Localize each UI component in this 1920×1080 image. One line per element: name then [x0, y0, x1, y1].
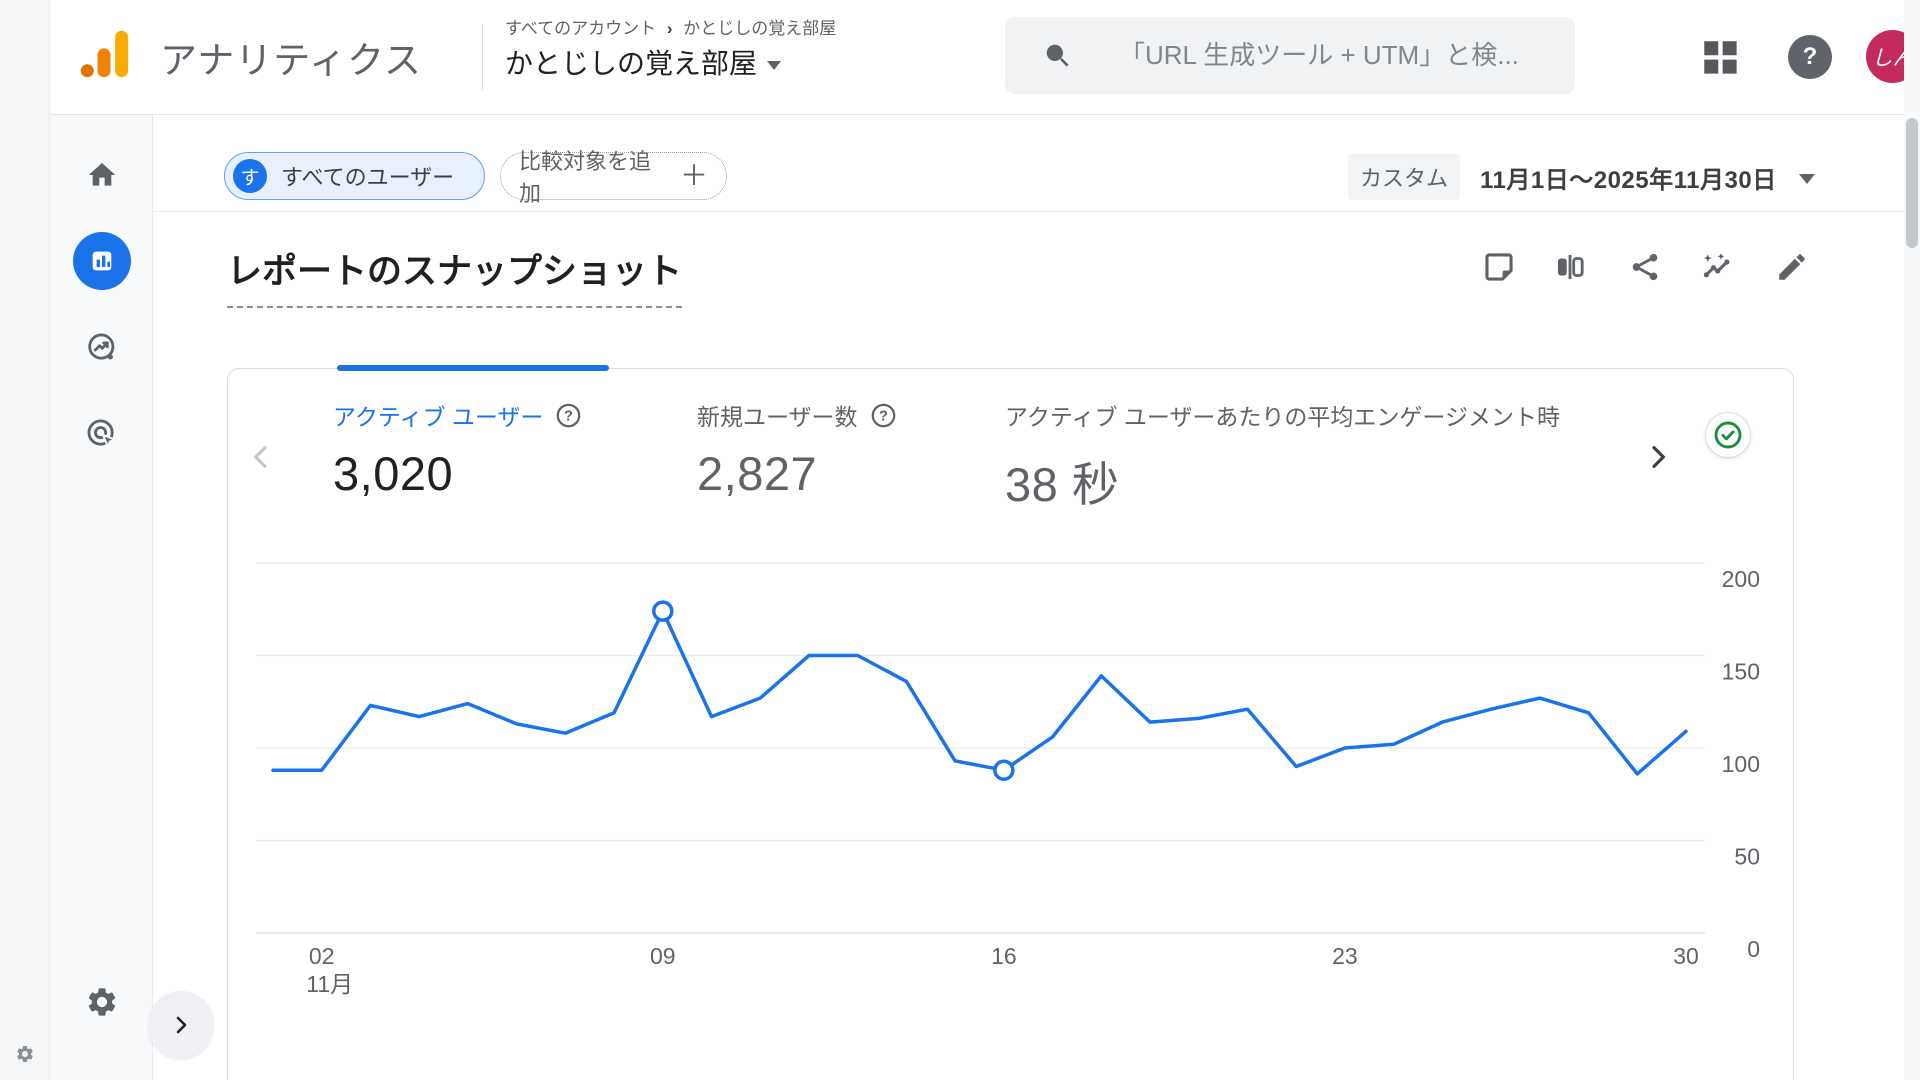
scrollbar-track[interactable] — [1904, 0, 1920, 1080]
add-comparison-chip[interactable]: 比較対象を追加 ＋ — [500, 149, 727, 206]
carousel-next-button[interactable] — [1642, 437, 1674, 477]
chevron-down-icon — [767, 60, 782, 70]
property-selector-label: かとじしの覚え部屋 — [505, 48, 758, 79]
svg-text:200: 200 — [1722, 566, 1760, 592]
apps-grid-icon[interactable] — [1699, 36, 1741, 78]
carousel-prev-button[interactable] — [245, 437, 277, 477]
all-users-chip-label: すべてのユーザー — [281, 165, 455, 190]
breadcrumb-separator-icon: › — [666, 19, 673, 38]
search-bar[interactable] — [1005, 17, 1575, 94]
help-icon[interactable]: ? — [555, 402, 582, 429]
advertising-icon — [87, 419, 118, 450]
sidebar-item-admin[interactable] — [50, 970, 153, 1034]
svg-text:16: 16 — [991, 943, 1017, 969]
check-circle-icon — [1714, 421, 1742, 449]
date-range-selector[interactable]: カスタム 11月1日～2025年11月30日 — [1348, 154, 1815, 200]
search-icon — [1046, 44, 1069, 67]
svg-text:09: 09 — [650, 943, 676, 969]
reports-active-circle — [72, 232, 131, 290]
plus-icon: ＋ — [679, 160, 708, 191]
breadcrumb-account[interactable]: すべてのアカウント — [505, 19, 657, 38]
svg-text:0: 0 — [1747, 936, 1760, 962]
date-range-value: 11月1日～2025年11月30日 — [1480, 166, 1777, 194]
svg-text:?: ? — [879, 408, 888, 424]
add-comparison-label: 比較対象を追加 — [519, 149, 652, 206]
share-button[interactable] — [1628, 250, 1662, 284]
insights-button[interactable] — [1700, 250, 1734, 284]
chevron-right-icon — [176, 1016, 187, 1034]
metric-label: アクティブ ユーザーあたりの平均エンゲージメント時 — [1005, 404, 1560, 430]
metric-card-new-users: 新規ユーザー数 ? 2,827 — [697, 398, 897, 501]
analytics-logo-icon[interactable] — [78, 26, 130, 82]
expand-nav-button[interactable] — [148, 991, 214, 1059]
sidebar-item-home[interactable] — [50, 143, 153, 207]
chevron-down-icon — [1798, 174, 1815, 184]
svg-text:?: ? — [564, 408, 573, 424]
breadcrumb-property[interactable]: かとじしの覚え部屋 — [683, 19, 837, 38]
outer-rail — [0, 0, 50, 1080]
active-users-line-chart[interactable]: 0 50 100 150 200 02 09 16 23 30 11月 — [228, 540, 1788, 1000]
svg-text:30: 30 — [1673, 943, 1699, 969]
home-icon — [88, 163, 115, 186]
page-title[interactable]: レポートのスナップショット — [227, 243, 683, 308]
metric-value: 2,827 — [697, 447, 818, 500]
metric-label: 新規ユーザー数 — [697, 404, 858, 430]
breadcrumb[interactable]: すべてのアカウント › かとじしの覚え部屋 — [505, 14, 836, 39]
sidebar-item-reports[interactable] — [50, 229, 153, 293]
metric-value: 3,020 — [333, 447, 454, 500]
date-range-type-badge: カスタム — [1348, 154, 1461, 200]
snapshot-card — [227, 368, 1794, 1080]
all-users-badge: す — [233, 159, 267, 193]
metric-value: 38 秒 — [1005, 458, 1120, 511]
explore-icon — [87, 333, 114, 360]
svg-text:50: 50 — [1734, 844, 1760, 870]
metric-label: アクティブ ユーザー — [333, 404, 544, 430]
nav-rail — [50, 115, 153, 1080]
metric-carousel-indicator[interactable] — [337, 365, 609, 371]
property-selector[interactable]: かとじしの覚え部屋 — [505, 42, 782, 82]
scrollbar-thumb[interactable] — [1906, 118, 1918, 248]
product-name[interactable]: アナリティクス — [160, 40, 422, 81]
edit-report-button[interactable] — [1775, 250, 1809, 284]
sidebar-item-explore[interactable] — [50, 316, 153, 380]
svg-text:23: 23 — [1332, 943, 1358, 969]
header-divider — [482, 24, 483, 90]
comparison-button[interactable] — [1553, 250, 1587, 284]
search-input[interactable] — [1119, 40, 1559, 71]
help-icon[interactable]: ? — [1788, 35, 1832, 79]
svg-text:150: 150 — [1722, 659, 1760, 685]
note-button[interactable] — [1482, 250, 1516, 284]
browser-settings-gear-icon[interactable] — [15, 1044, 35, 1064]
all-users-chip[interactable]: す すべてのユーザー — [224, 152, 485, 200]
app-header: アナリティクス すべてのアカウント › かとじしの覚え部屋 かとじしの覚え部屋 … — [50, 0, 1920, 115]
svg-text:02: 02 — [309, 943, 335, 969]
metric-card-avg-engagement-time: アクティブ ユーザーあたりの平均エンゲージメント時 38 秒 — [1005, 398, 1560, 515]
reports-icon — [92, 251, 111, 271]
admin-gear-icon — [88, 988, 115, 1016]
filter-divider — [153, 211, 1904, 212]
metric-card-active-users: アクティブ ユーザー ? 3,020 — [333, 398, 582, 501]
sidebar-item-advertising[interactable] — [50, 402, 153, 466]
svg-text:100: 100 — [1722, 751, 1760, 777]
svg-text:11月: 11月 — [306, 971, 353, 997]
data-quality-badge[interactable] — [1705, 412, 1751, 458]
help-icon[interactable]: ? — [870, 402, 897, 429]
